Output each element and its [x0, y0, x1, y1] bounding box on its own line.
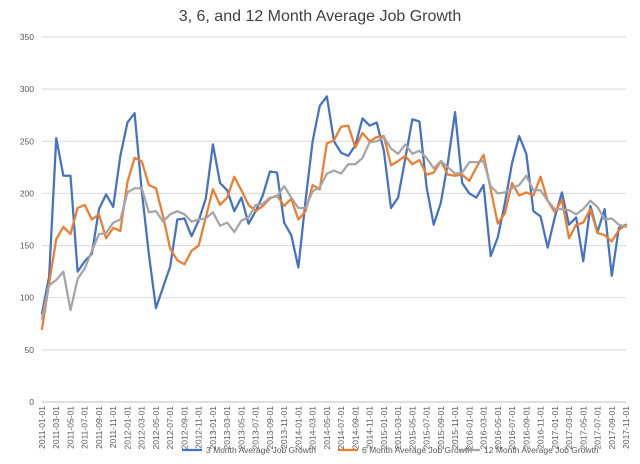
x-tick-label: 2013-03-01	[222, 406, 232, 450]
x-tick-label: 2016-11-01	[536, 406, 546, 449]
x-tick-label: 2014-05-01	[322, 406, 332, 450]
x-tick-label: 2011-01-01	[37, 406, 47, 449]
legend-label: 12 Month Average Job Growth	[484, 445, 599, 455]
x-tick-label: 2012-01-01	[122, 406, 132, 450]
y-gridlines	[42, 36, 626, 403]
x-tick-label: 2011-11-01	[108, 406, 118, 448]
x-tick-label: 2015-03-01	[393, 406, 403, 450]
y-tick-label: 150	[20, 241, 34, 251]
x-tick-label: 2017-01-01	[550, 406, 560, 450]
x-tick-label: 2013-11-01	[279, 406, 289, 449]
y-tick-label: 300	[20, 84, 34, 94]
x-tick-label: 2013-09-01	[265, 406, 275, 450]
y-tick-label: 0	[29, 397, 34, 407]
x-tick-label: 2012-11-01	[194, 406, 204, 449]
x-tick-label: 2011-09-01	[94, 406, 104, 449]
x-tick-label: 2015-05-01	[407, 406, 417, 450]
y-tick-label: 250	[20, 136, 34, 146]
x-tick-label: 2016-03-01	[479, 406, 489, 450]
x-tick-label: 2012-03-01	[137, 406, 147, 450]
x-tick-label: 2014-01-01	[293, 406, 303, 450]
x-tick-label: 2016-05-01	[493, 406, 503, 450]
x-tick-label: 2014-11-01	[365, 406, 375, 449]
x-tick-label: 2014-09-01	[350, 406, 360, 450]
x-tick-label: 2013-01-01	[208, 406, 218, 450]
x-tick-label: 2013-07-01	[251, 406, 261, 450]
x-tick-label: 2012-09-01	[179, 406, 189, 450]
y-tick-label: 50	[25, 345, 35, 355]
y-tick-label: 200	[20, 188, 34, 198]
x-tick-label: 2016-01-01	[464, 406, 474, 450]
x-tick-label: 2015-01-01	[379, 406, 389, 450]
y-tick-label: 350	[20, 32, 34, 42]
legend-label: 3 Month Average Job Growth	[206, 445, 316, 455]
x-tick-label: 2014-03-01	[308, 406, 318, 450]
series-line-3	[40, 135, 628, 320]
series-line-2	[40, 124, 628, 331]
x-tick-label: 2014-07-01	[336, 406, 346, 450]
x-tick-label: 2011-05-01	[65, 406, 75, 449]
x-tick-label: 2012-07-01	[165, 406, 175, 450]
y-tick-label: 100	[20, 293, 34, 303]
y-tick-labels: 0 50 100 150 200 250 300 350	[20, 32, 34, 407]
legend-label: 6 Month Average Job Growth	[362, 445, 472, 455]
x-tick-label: 2017-05-01	[578, 406, 588, 450]
chart-title: 3, 6, and 12 Month Average Job Growth	[179, 8, 462, 25]
x-tick-label: 2017-09-01	[607, 406, 617, 450]
x-tick-label: 2017-03-01	[564, 406, 574, 450]
x-tick-labels: 2011-01-01 2011-03-01 2011-05-01 2011-07-01…	[37, 406, 631, 450]
x-tick-label: 2015-07-01	[422, 406, 432, 450]
legend: 3 Month Average Job Growth 6 Month Averag…	[182, 445, 599, 455]
series-line-1	[40, 95, 628, 315]
x-tick-label: 2015-11-01	[450, 406, 460, 449]
x-tick-label: 2013-05-01	[236, 406, 246, 450]
x-tick-label: 2017-11-01	[621, 406, 631, 449]
x-tick-label: 2011-03-01	[51, 406, 61, 449]
x-tick-label: 2016-07-01	[507, 406, 517, 450]
x-tick-label: 2011-07-01	[80, 406, 90, 449]
x-tick-label: 2015-09-01	[436, 406, 446, 450]
x-tick-label: 2012-05-01	[151, 406, 161, 450]
series-lines	[40, 95, 628, 331]
x-tick-label: 2016-09-01	[521, 406, 531, 450]
x-tick-label: 2017-07-01	[593, 406, 603, 450]
